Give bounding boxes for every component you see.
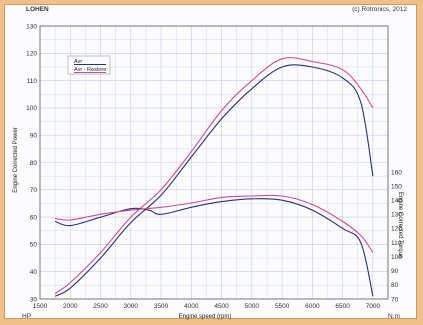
tick-labels: 1500 2000 2500 3000 3500 4000 4500 5000 5500 6000… <box>26 23 402 310</box>
x-tick-label-5: 4000 <box>184 303 199 310</box>
y-left-tick-label-10: 130 <box>26 23 37 30</box>
y-left-tick-label-1: 40 <box>30 269 38 276</box>
series-lines <box>54 57 374 297</box>
series-line-0 <box>54 64 374 297</box>
y-left-tick-label-3: 60 <box>30 214 38 221</box>
y-left-tick-label-6: 90 <box>30 133 38 140</box>
x-tick-label-4: 3500 <box>154 303 169 310</box>
y-axis-right-label: Engine Corrected Torque <box>397 192 403 259</box>
x-tick-label-2: 2500 <box>93 303 108 310</box>
y-right-tick-label-3: 100 <box>391 254 402 261</box>
y-left-tick-label-0: 30 <box>30 296 38 303</box>
y-right-tick-label-8: 150 <box>391 183 402 190</box>
y-left-tick-label-4: 70 <box>30 187 38 194</box>
y-left-tick-label-7: 100 <box>26 105 37 112</box>
x-tick-label-10: 6500 <box>335 303 350 310</box>
series-line-3 <box>55 194 374 253</box>
y-axis-left-label: Engine Corrected Power <box>13 127 19 192</box>
plot-area-border <box>39 25 389 300</box>
x-tick-label-7: 5000 <box>245 303 260 310</box>
y-right-tick-label-0: 70 <box>391 296 399 303</box>
chart-header-left: LOHEN <box>26 6 49 13</box>
y-left-tick-label-9: 120 <box>26 51 37 58</box>
x-axis-label: Engine speed (rpm) <box>179 314 232 320</box>
x-tick-label-3: 3000 <box>124 303 139 310</box>
x-tick-label-6: 4500 <box>214 303 229 310</box>
chart-header-right: (c) Rotronics, 2012 <box>352 6 407 13</box>
x-tick-label-11: 7000 <box>366 303 381 310</box>
y-right-tick-label-9: 160 <box>391 169 402 176</box>
series-line-1 <box>54 57 374 294</box>
right-unit-label: N.m <box>388 313 400 320</box>
y-right-tick-label-5: 120 <box>391 226 402 233</box>
y-left-tick-label-8: 110 <box>27 78 38 85</box>
legend-label-0: Avr <box>74 59 82 65</box>
series-line-2 <box>54 198 374 297</box>
x-tick-label-1: 2000 <box>63 303 78 310</box>
y-left-tick-label-2: 50 <box>30 242 38 249</box>
x-tick-label-0: 1500 <box>33 303 48 310</box>
legend-box <box>67 55 111 75</box>
left-unit-label: HP <box>22 313 31 320</box>
grid <box>40 26 388 299</box>
y-left-tick-label-5: 80 <box>30 160 38 167</box>
legend-label-1: Avr - Restore <box>74 67 106 73</box>
y-right-tick-label-2: 90 <box>391 268 399 275</box>
x-tick-label-9: 6000 <box>305 303 320 310</box>
y-right-tick-label-6: 130 <box>391 212 402 219</box>
legend: Avr Avr - Restore <box>67 55 111 75</box>
y-right-tick-label-1: 80 <box>391 282 399 289</box>
axes <box>39 25 389 300</box>
y-right-tick-label-4: 110 <box>391 240 402 247</box>
x-tick-label-8: 5500 <box>275 303 290 310</box>
y-right-tick-label-7: 140 <box>391 198 402 205</box>
